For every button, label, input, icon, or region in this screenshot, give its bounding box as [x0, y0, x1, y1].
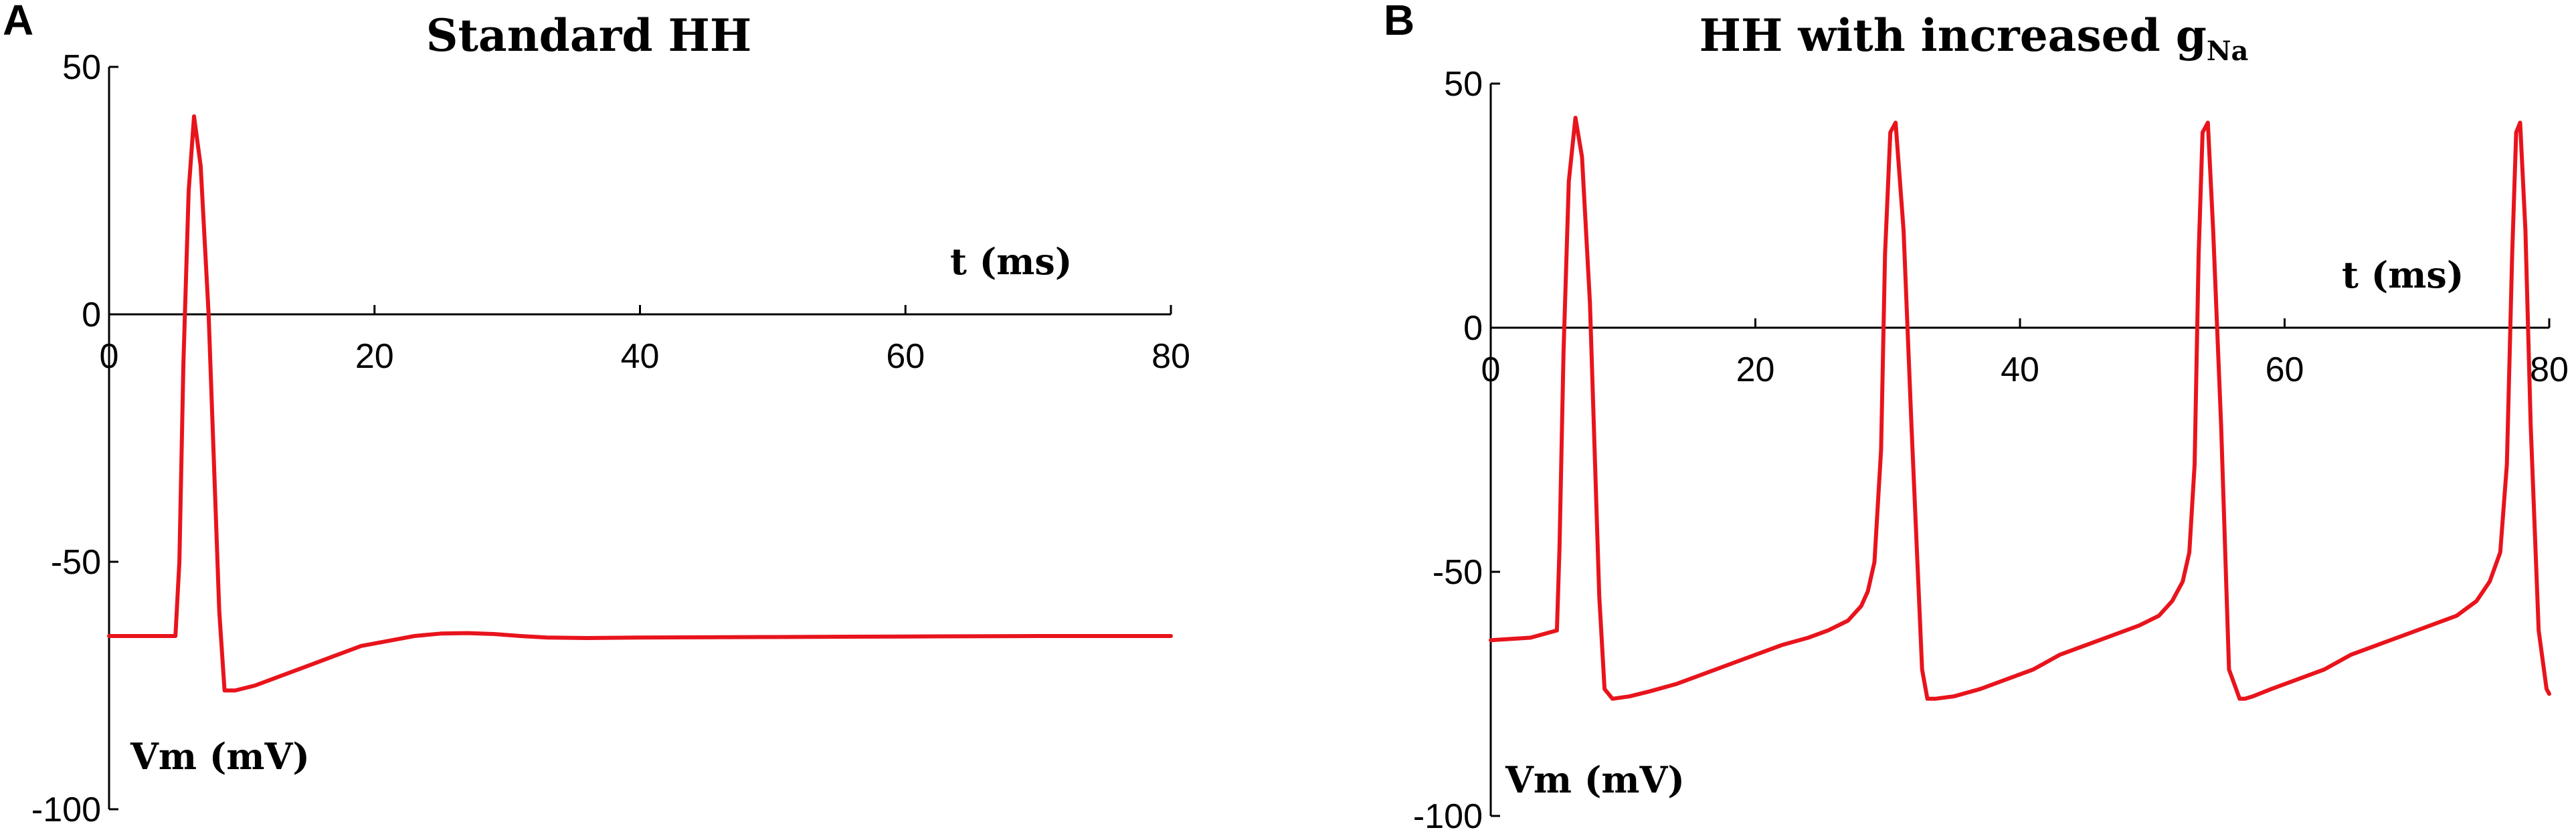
- panel-b-y-tick-label: 50: [1444, 65, 1483, 104]
- panel-b-axes: [1489, 84, 2549, 816]
- panel-a-axes: [108, 67, 1171, 809]
- panel-a-x-ticks: 0 20 40 60 80: [100, 305, 1190, 376]
- panel-b-y-tick-label: -100: [1413, 797, 1483, 836]
- panel-b-x-tick-label: 60: [2266, 350, 2304, 389]
- panel-b-traces: [1489, 116, 2551, 701]
- panel-b: B HH with increased gNa t (ms) Vm (mV) 0…: [1384, 0, 2569, 836]
- panel-a-x-tick-label: 40: [621, 337, 660, 376]
- panel-a-y-tick-label: -100: [31, 791, 101, 829]
- panel-b-y-tick-label: -50: [1433, 553, 1483, 592]
- panel-b-y-axis-label: Vm (mV): [1505, 758, 1685, 801]
- panel-b-x-tick-label: 80: [2530, 350, 2569, 389]
- panel-b-y-tick-label: 0: [1463, 309, 1483, 348]
- panel-a-y-tick-label: -50: [51, 543, 101, 582]
- panel-b-title: HH with increased gNa: [1699, 9, 2249, 67]
- panel-a-x-tick-label: 60: [886, 337, 925, 376]
- panel-b-x-axis-label: t (ms): [2342, 253, 2464, 296]
- panel-a-x-tick-label: 20: [355, 337, 394, 376]
- panel-a-title-main: Standard HH: [426, 9, 751, 62]
- panel-a-x-tick-label: 0: [100, 337, 119, 376]
- panel-b-title-main: HH with increased g: [1699, 9, 2207, 62]
- panel-a-y-tick-label: 0: [82, 296, 101, 334]
- panel-a-traces: [107, 114, 1173, 693]
- panel-b-y-ticks: 50 0 -50 -100: [1413, 65, 1500, 836]
- panel-b-title-subscript: Na: [2207, 35, 2248, 67]
- panel-a-y-ticks: 50 0 -50 -100: [31, 48, 118, 829]
- panel-a-x-axis-label: t (ms): [950, 240, 1072, 283]
- panel-a-y-tick-label: 50: [62, 48, 101, 87]
- panel-b-x-ticks: 0 20 40 60 80: [1481, 318, 2569, 389]
- panel-a: A Standard HH t (ms) Vm (mV) 0 20 40 60 80 5…: [3, 0, 1190, 829]
- panel-a-x-tick-label: 80: [1152, 337, 1190, 376]
- panel-b-x-tick-label: 20: [1736, 350, 1775, 389]
- panel-b-letter: B: [1384, 0, 1414, 44]
- panel-b-voltage-trace: [1489, 116, 2551, 701]
- panel-a-title: Standard HH: [426, 9, 751, 62]
- panel-a-y-axis-label: Vm (mV): [130, 735, 310, 778]
- panel-a-letter: A: [3, 0, 33, 44]
- panel-b-x-tick-label: 0: [1481, 350, 1501, 389]
- panel-b-x-tick-label: 40: [2001, 350, 2039, 389]
- panel-a-voltage-trace: [107, 114, 1173, 693]
